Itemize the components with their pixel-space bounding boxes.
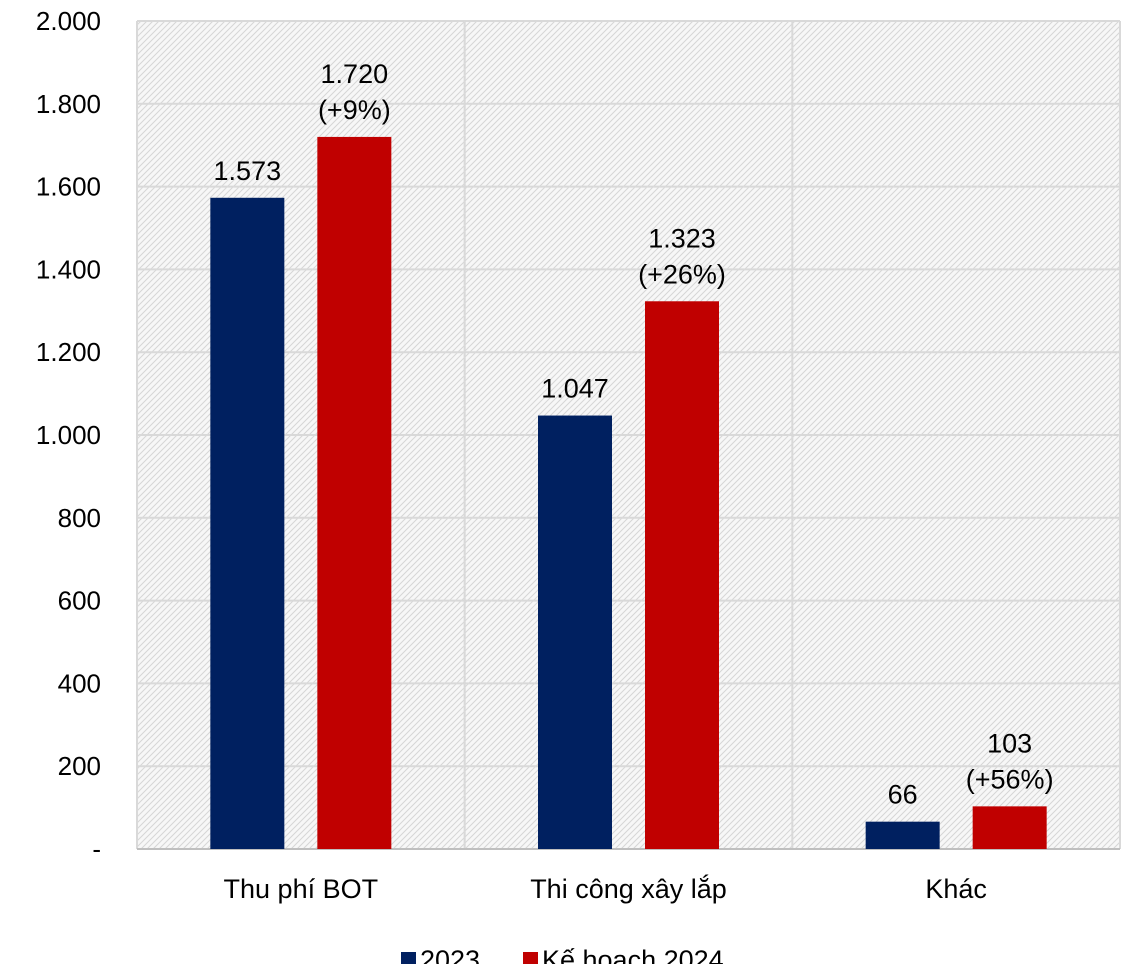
data-label-change: (+9%) bbox=[318, 95, 391, 125]
y-tick-label: 1.400 bbox=[36, 254, 101, 284]
gridlines bbox=[136, 20, 1121, 850]
bar bbox=[865, 821, 940, 849]
y-tick-label: 800 bbox=[58, 503, 101, 533]
bar bbox=[317, 136, 392, 850]
y-tick-label: 1.000 bbox=[36, 420, 101, 450]
y-tick-label: 1.200 bbox=[36, 337, 101, 367]
x-category-label: Khác bbox=[925, 874, 987, 904]
data-label: 66 bbox=[888, 780, 918, 810]
bar bbox=[972, 806, 1047, 849]
data-label: 1.047 bbox=[541, 374, 609, 404]
legend: 2023 Kế hoạch 2024 bbox=[401, 945, 724, 964]
x-axis: Thu phí BOT Thi công xây lắp Khác bbox=[224, 873, 987, 904]
legend-label: 2023 bbox=[420, 945, 480, 964]
bar bbox=[210, 197, 285, 849]
bars bbox=[210, 136, 1047, 850]
bar bbox=[538, 415, 612, 849]
legend-swatch bbox=[401, 952, 416, 964]
data-label: 1.323 bbox=[648, 223, 716, 253]
y-axis: - 200 400 600 800 1.000 1.200 1.400 1.600 1.800 2.… bbox=[36, 6, 101, 864]
y-tick-label: 1.800 bbox=[36, 89, 101, 119]
y-tick-label: 400 bbox=[58, 668, 101, 698]
data-label-change: (+26%) bbox=[638, 259, 726, 289]
bar bbox=[645, 301, 719, 849]
legend-swatch bbox=[523, 952, 538, 964]
x-category-label: Thi công xây lắp bbox=[530, 873, 727, 904]
legend-label: Kế hoạch 2024 bbox=[542, 945, 724, 964]
y-tick-label: 200 bbox=[58, 751, 101, 781]
data-label: 1.573 bbox=[214, 156, 282, 186]
y-tick-label: 600 bbox=[58, 586, 101, 616]
y-tick-label: 1.600 bbox=[36, 172, 101, 202]
data-label-change: (+56%) bbox=[966, 764, 1054, 794]
y-tick-label: 2.000 bbox=[36, 6, 101, 36]
data-label: 103 bbox=[987, 728, 1032, 758]
y-tick-label: - bbox=[92, 834, 101, 864]
data-labels: 1.573 1.720 (+9%) 1.047 1.323 (+26%) 66 103 (+56… bbox=[214, 59, 1054, 810]
data-label: 1.720 bbox=[321, 59, 389, 89]
x-category-label: Thu phí BOT bbox=[224, 874, 379, 904]
